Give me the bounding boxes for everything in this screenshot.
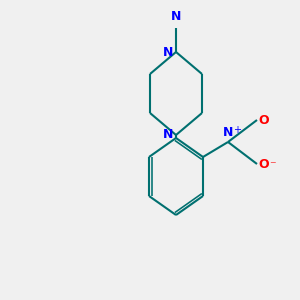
Text: ⁻: ⁻ <box>270 159 276 172</box>
Text: N: N <box>163 46 173 59</box>
Text: N: N <box>171 11 181 23</box>
Text: O: O <box>259 113 269 127</box>
Text: N: N <box>163 128 173 142</box>
Text: O: O <box>259 158 269 170</box>
Text: N: N <box>223 126 233 139</box>
Text: +: + <box>233 125 242 135</box>
